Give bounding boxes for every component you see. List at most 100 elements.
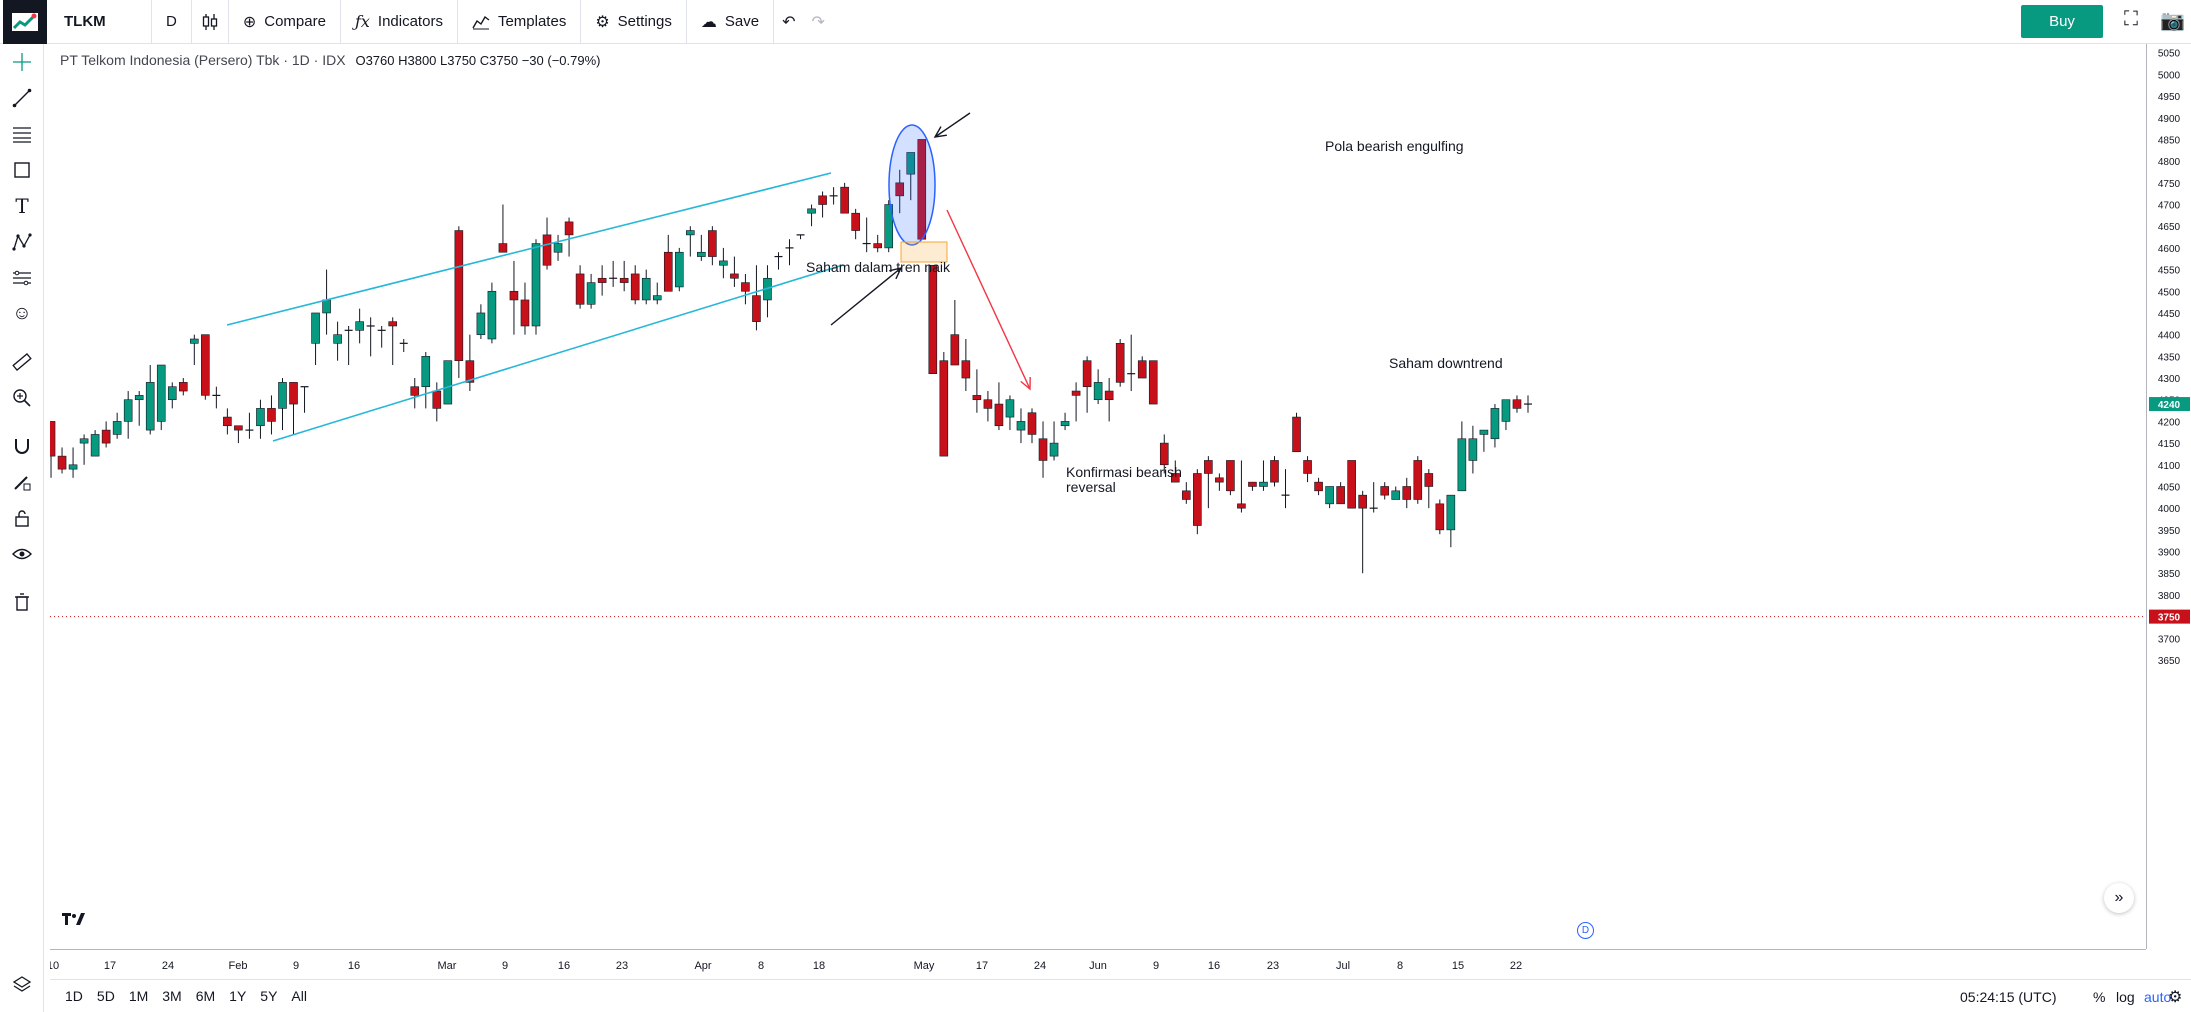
range-button-1m[interactable]: 1M: [128, 988, 149, 1004]
visibility-tool[interactable]: [8, 540, 36, 568]
confirm-arrow: [830, 266, 903, 326]
chart-type-button[interactable]: [192, 0, 229, 44]
candle-body: [1358, 494, 1367, 509]
candle: [1524, 395, 1532, 413]
buy-button[interactable]: Buy: [2021, 5, 2103, 38]
range-button-6m[interactable]: 6M: [195, 988, 216, 1004]
price-line-badge-text: 3750: [2158, 613, 2181, 624]
indicators-button[interactable]: ƒx Indicators: [341, 0, 458, 44]
annotation-uptrend[interactable]: Saham dalam tren naik: [806, 259, 950, 275]
candle: [1259, 460, 1268, 491]
measure-tool[interactable]: [8, 348, 36, 376]
candle-body: [1468, 438, 1478, 461]
redo-button[interactable]: ↷: [803, 0, 832, 44]
range-button-5y[interactable]: 5Y: [260, 988, 278, 1004]
dividend-marker-icon[interactable]: D: [1577, 922, 1594, 939]
fib-tool[interactable]: [8, 120, 36, 148]
rectangle-tool[interactable]: [8, 156, 36, 184]
price-axis[interactable]: 5100505050004950490048504800475047004650…: [2146, 27, 2191, 949]
interval-button[interactable]: D: [152, 0, 192, 44]
text-tool[interactable]: T: [8, 192, 36, 220]
magnet-tool[interactable]: [8, 432, 36, 460]
trendline-tool[interactable]: [8, 84, 36, 112]
channel-lower-line: [272, 264, 844, 442]
candle: [322, 269, 331, 335]
candle-body: [663, 251, 673, 292]
fullscreen-icon[interactable]: ⛶: [2124, 8, 2138, 30]
candle: [399, 338, 408, 353]
remove-drawings-tool[interactable]: [8, 588, 36, 616]
candle: [586, 273, 596, 309]
engulfing-ellipse: [888, 124, 936, 246]
camera-icon[interactable]: 📷: [2160, 10, 2185, 32]
candle: [145, 365, 155, 435]
candle: [1027, 408, 1037, 444]
candle: [1281, 469, 1290, 509]
chart-pane[interactable]: [35, 44, 2146, 949]
candle: [708, 226, 717, 266]
percent-toggle[interactable]: %: [2093, 989, 2106, 1005]
candle-body: [1226, 460, 1235, 492]
templates-button[interactable]: Templates: [458, 0, 582, 44]
candle: [1512, 395, 1522, 413]
crosshair-tool[interactable]: [8, 48, 36, 76]
time-tick-label: 15: [1452, 960, 1464, 972]
trendline-icon: [12, 88, 32, 108]
auto-toggle[interactable]: auto: [2144, 989, 2172, 1005]
candle: [509, 260, 519, 335]
zoom-in-icon: [13, 389, 31, 407]
candle-body: [1159, 442, 1169, 466]
forecast-tool[interactable]: [8, 264, 36, 292]
candle: [950, 299, 960, 366]
range-button-all[interactable]: All: [291, 988, 307, 1004]
eye-icon: [12, 548, 32, 560]
candle-body: [1016, 421, 1026, 431]
app-logo[interactable]: [0, 0, 50, 44]
candle-body: [1005, 399, 1015, 418]
object-tree-tool[interactable]: [8, 970, 36, 998]
compare-label: Compare: [264, 13, 326, 30]
annotation-confirm-line1[interactable]: Konfirmasi bearish: [1066, 464, 1182, 480]
range-button-1d[interactable]: 1D: [65, 988, 83, 1004]
undo-button[interactable]: ↶: [774, 0, 803, 44]
settings-button[interactable]: ⚙ Settings: [581, 0, 687, 44]
lock-drawings-tool[interactable]: [8, 468, 36, 496]
candle: [630, 265, 640, 305]
candle: [190, 334, 199, 366]
save-button[interactable]: ☁ Save: [687, 0, 775, 44]
zoom-tool[interactable]: [8, 384, 36, 412]
range-button-3m[interactable]: 3M: [162, 988, 182, 1004]
candle-body: [1193, 473, 1202, 526]
pattern-tool[interactable]: [8, 228, 36, 256]
lock-tool[interactable]: [8, 504, 36, 532]
candle: [1336, 482, 1345, 505]
scroll-to-realtime-button[interactable]: »: [2104, 883, 2134, 913]
emoji-tool[interactable]: ☺: [8, 300, 36, 328]
time-axis[interactable]: 10 17 24 Feb 9 16 Mar 9 16 23 Apr 8 18 May 17 24 Jun 9 16 2…: [47, 949, 2146, 979]
rectangle-icon: [14, 162, 30, 178]
candle: [410, 378, 420, 409]
double-chevron-right-icon: »: [2114, 889, 2124, 906]
chart-settings-gear-icon[interactable]: ⚙: [2168, 989, 2183, 1006]
log-toggle[interactable]: log: [2116, 989, 2135, 1005]
candle-body: [928, 264, 938, 374]
candle-body: [531, 243, 541, 327]
candle: [256, 399, 265, 439]
annotation-confirm-line2[interactable]: reversal: [1066, 479, 1116, 495]
candle-body: [1060, 421, 1070, 427]
candle-body: [1446, 494, 1456, 531]
price-tick-label: 4950: [2158, 92, 2181, 103]
candle: [1137, 356, 1147, 379]
candle: [1314, 477, 1323, 496]
symbol-search-button[interactable]: TLKM: [50, 0, 152, 44]
compare-button[interactable]: ⊕ Compare: [229, 0, 341, 44]
annotation-engulfing[interactable]: Pola bearish engulfing: [1325, 138, 1464, 154]
range-button-5d[interactable]: 5D: [96, 988, 115, 1004]
candle: [1093, 369, 1103, 405]
drawing-toolbar: T ☺: [0, 44, 44, 1012]
clock[interactable]: 05:24:15 (UTC): [1960, 989, 2057, 1005]
range-button-1y[interactable]: 1Y: [229, 988, 247, 1004]
candle-body: [1237, 503, 1246, 509]
annotation-downtrend[interactable]: Saham downtrend: [1389, 355, 1503, 371]
price-tick-label: 5050: [2158, 49, 2181, 60]
